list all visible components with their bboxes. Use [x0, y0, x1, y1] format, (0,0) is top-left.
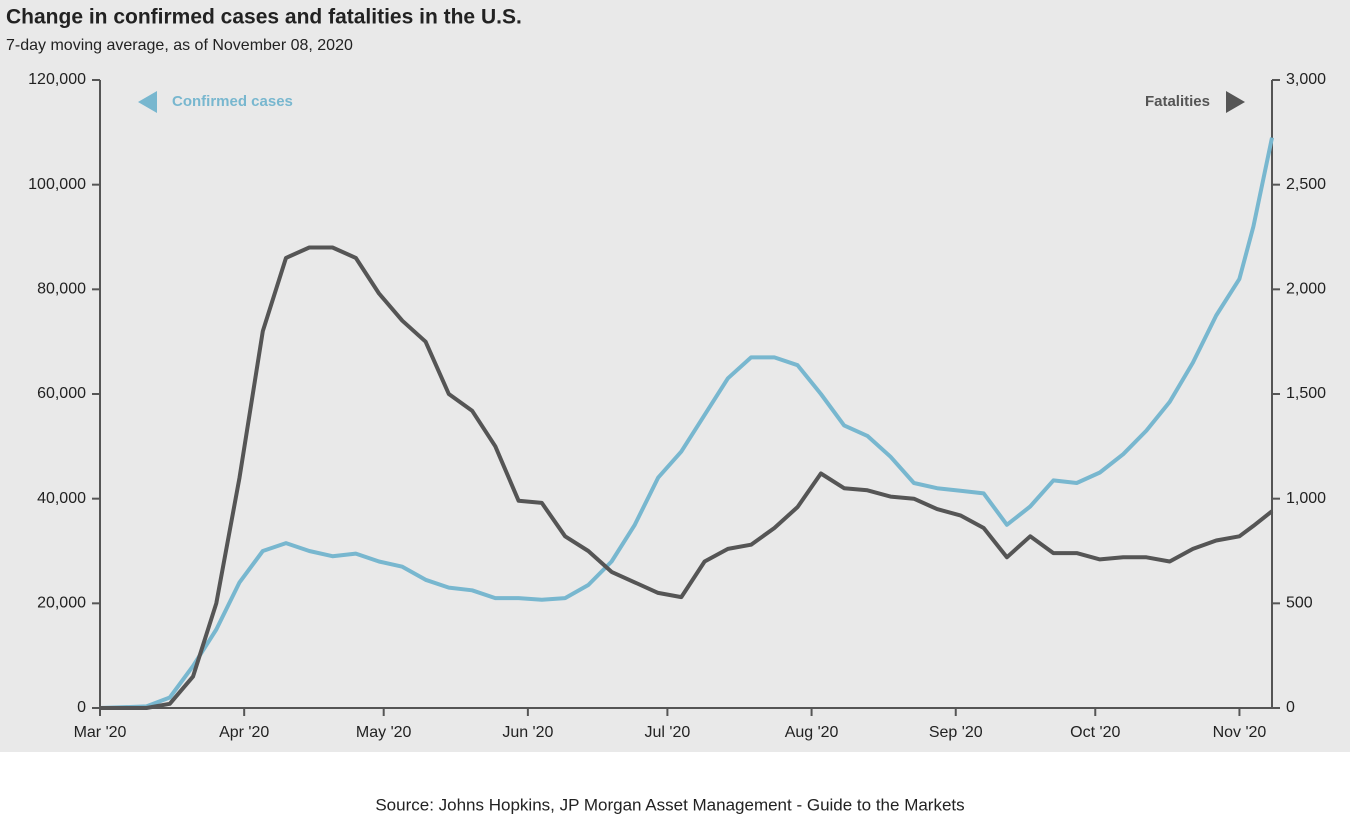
y-tick-label: 20,000 [37, 595, 86, 612]
chart-background [0, 0, 1350, 752]
chart-title: Change in confirmed cases and fatalities… [6, 6, 522, 29]
y-tick-label: 80,000 [37, 281, 86, 298]
y2-tick-label: 2,000 [1286, 281, 1326, 298]
y2-tick-label: 500 [1286, 595, 1313, 612]
x-tick-label: Sep '20 [929, 724, 983, 741]
y-tick-label: 60,000 [37, 385, 86, 402]
legend-label: Confirmed cases [172, 93, 293, 110]
y2-tick-label: 2,500 [1286, 176, 1326, 193]
x-tick-label: Nov '20 [1213, 724, 1267, 741]
y2-tick-label: 0 [1286, 699, 1295, 716]
x-tick-label: Jul '20 [645, 724, 691, 741]
x-tick-label: Oct '20 [1070, 724, 1120, 741]
y-tick-label: 0 [77, 699, 86, 716]
legend-arrow [138, 91, 157, 113]
legend-arrow [1226, 91, 1245, 113]
x-tick-label: Aug '20 [785, 724, 839, 741]
x-tick-label: Apr '20 [219, 724, 269, 741]
legend-label: Fatalities [1145, 93, 1210, 110]
y2-tick-label: 1,500 [1286, 385, 1326, 402]
y-tick-label: 120,000 [28, 71, 86, 88]
source: Source: Johns Hopkins, JP Morgan Asset M… [375, 795, 964, 814]
x-tick-label: Mar '20 [74, 724, 127, 741]
chart-subtitle: 7-day moving average, as of November 08,… [6, 37, 353, 54]
y-tick-label: 40,000 [37, 490, 86, 507]
y2-tick-label: 3,000 [1286, 71, 1326, 88]
series-line [99, 137, 1274, 710]
x-tick-label: May '20 [356, 724, 412, 741]
y-tick-label: 100,000 [28, 176, 86, 193]
series-line [100, 245, 1274, 710]
y2-tick-label: 1,000 [1286, 490, 1326, 507]
x-tick-label: Jun '20 [502, 724, 553, 741]
